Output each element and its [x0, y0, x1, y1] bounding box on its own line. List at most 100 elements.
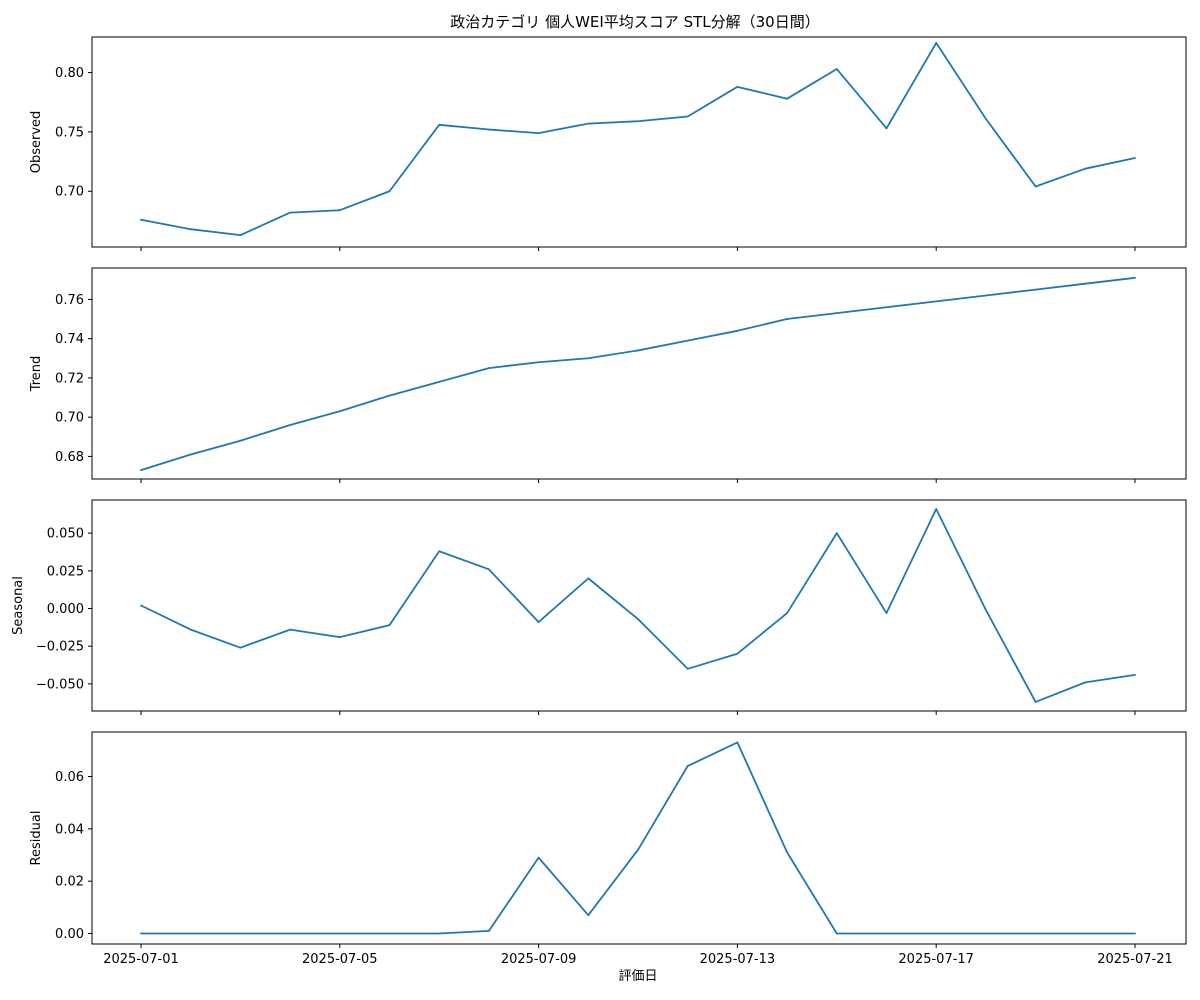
y-tick-label: 0.72	[55, 371, 84, 386]
data-point-trend	[1034, 288, 1037, 291]
series-line-trend	[140, 276, 1136, 472]
data-point-residual	[637, 848, 639, 851]
axes-frame-seasonal	[91, 499, 1187, 712]
data-point-residual	[587, 914, 590, 917]
data-point-trend	[736, 329, 739, 332]
x-axis-label: 評価日	[618, 969, 657, 984]
y-tick-label: 0.70	[55, 411, 84, 426]
data-point-seasonal	[338, 636, 341, 639]
data-point-observed	[835, 68, 838, 70]
data-point-seasonal	[1084, 681, 1087, 684]
data-point-seasonal	[885, 612, 888, 614]
data-point-observed	[985, 117, 987, 120]
x-tick-label: 2025-07-01	[103, 952, 179, 967]
data-point-residual	[338, 932, 341, 935]
data-point-observed	[488, 128, 490, 131]
data-point-trend	[239, 439, 242, 442]
data-point-trend	[338, 410, 341, 413]
data-point-seasonal	[239, 646, 242, 649]
data-point-trend	[1084, 282, 1087, 285]
data-point-observed	[637, 120, 639, 123]
data-point-trend	[140, 469, 142, 472]
y-tick-label: 0.06	[55, 770, 84, 785]
x-tick-label: 2025-07-21	[1097, 952, 1173, 967]
data-point-seasonal	[488, 568, 490, 571]
data-point-observed	[1134, 157, 1136, 159]
series-line-residual	[141, 741, 1135, 935]
data-point-trend	[637, 349, 639, 352]
data-point-residual	[835, 932, 838, 935]
panel-residual: 0.00 0.02 0.04 0.06 Residual 2025-07-01 2025-0…	[29, 731, 1187, 967]
data-point-observed	[289, 211, 291, 214]
data-point-trend	[537, 361, 540, 364]
panel-seasonal: −0.050 −0.025 0.000 0.025 0.050 Seasonal	[11, 499, 1187, 715]
data-point-seasonal	[985, 609, 987, 611]
data-point-seasonal	[736, 652, 739, 655]
data-point-trend	[189, 453, 192, 456]
x-tick-label: 2025-07-17	[898, 952, 974, 967]
data-point-observed	[388, 190, 391, 193]
panel-observed: 0.70 0.75 0.80 Observed	[29, 36, 1187, 251]
data-point-trend	[885, 306, 888, 309]
data-point-residual	[388, 932, 391, 935]
data-point-trend	[388, 394, 391, 397]
data-point-observed	[736, 85, 739, 88]
data-point-trend	[786, 318, 788, 320]
data-point-seasonal	[935, 508, 938, 510]
axes-frame-residual	[91, 731, 1187, 945]
y-axis-label-seasonal: Seasonal	[11, 576, 26, 635]
data-point-observed	[885, 127, 888, 130]
data-point-seasonal	[537, 621, 540, 623]
data-point-residual	[537, 856, 540, 859]
y-tick-label: −0.025	[36, 640, 84, 655]
y-tick-label: 0.76	[55, 293, 84, 308]
data-point-seasonal	[786, 612, 788, 614]
axes-frame-trend	[91, 267, 1187, 480]
y-tick-label: 0.02	[55, 875, 84, 890]
series-line-seasonal	[140, 508, 1136, 703]
x-tick-label: 2025-07-05	[302, 952, 378, 967]
data-point-observed	[686, 115, 689, 118]
data-point-seasonal	[388, 624, 391, 626]
data-point-observed	[587, 122, 590, 125]
data-point-residual	[686, 765, 689, 767]
y-axis-label-trend: Trend	[29, 356, 44, 393]
y-tick-label: 0.050	[47, 527, 84, 542]
data-point-observed	[189, 228, 192, 231]
y-axis-label-residual: Residual	[29, 811, 44, 866]
x-tick-label: 2025-07-13	[700, 952, 776, 967]
data-point-observed	[438, 123, 441, 126]
data-point-trend	[488, 367, 490, 369]
y-tick-label: 0.000	[47, 602, 84, 617]
data-point-residual	[1034, 932, 1037, 935]
chart-title: 政治カテゴリ 個人WEI平均スコア STL分解（30日間）	[450, 13, 819, 31]
data-point-residual	[786, 851, 788, 854]
data-point-seasonal	[140, 604, 142, 607]
data-point-observed	[1034, 185, 1037, 188]
data-point-residual	[488, 930, 490, 932]
y-tick-label: −0.050	[36, 677, 84, 692]
data-point-trend	[686, 339, 689, 342]
data-point-seasonal	[686, 667, 689, 670]
panel-trend: 0.68 0.70 0.72 0.74 0.76 Trend	[29, 267, 1187, 483]
y-tick-label: 0.75	[55, 125, 84, 140]
data-point-seasonal	[587, 577, 590, 580]
data-point-residual	[438, 932, 441, 935]
data-point-observed	[239, 234, 242, 237]
data-point-residual	[885, 932, 888, 935]
y-axis-label-observed: Observed	[29, 111, 44, 174]
data-point-residual	[189, 932, 192, 935]
data-point-seasonal	[289, 628, 291, 631]
data-point-observed	[338, 209, 341, 212]
data-point-observed	[786, 97, 788, 100]
y-tick-label: 0.68	[55, 450, 84, 465]
y-tick-label: 0.04	[55, 822, 84, 837]
data-point-observed	[537, 132, 540, 135]
data-point-residual	[935, 932, 938, 935]
data-point-trend	[1134, 276, 1136, 279]
data-point-observed	[140, 218, 142, 221]
data-point-trend	[438, 380, 441, 383]
data-point-seasonal	[637, 618, 639, 620]
